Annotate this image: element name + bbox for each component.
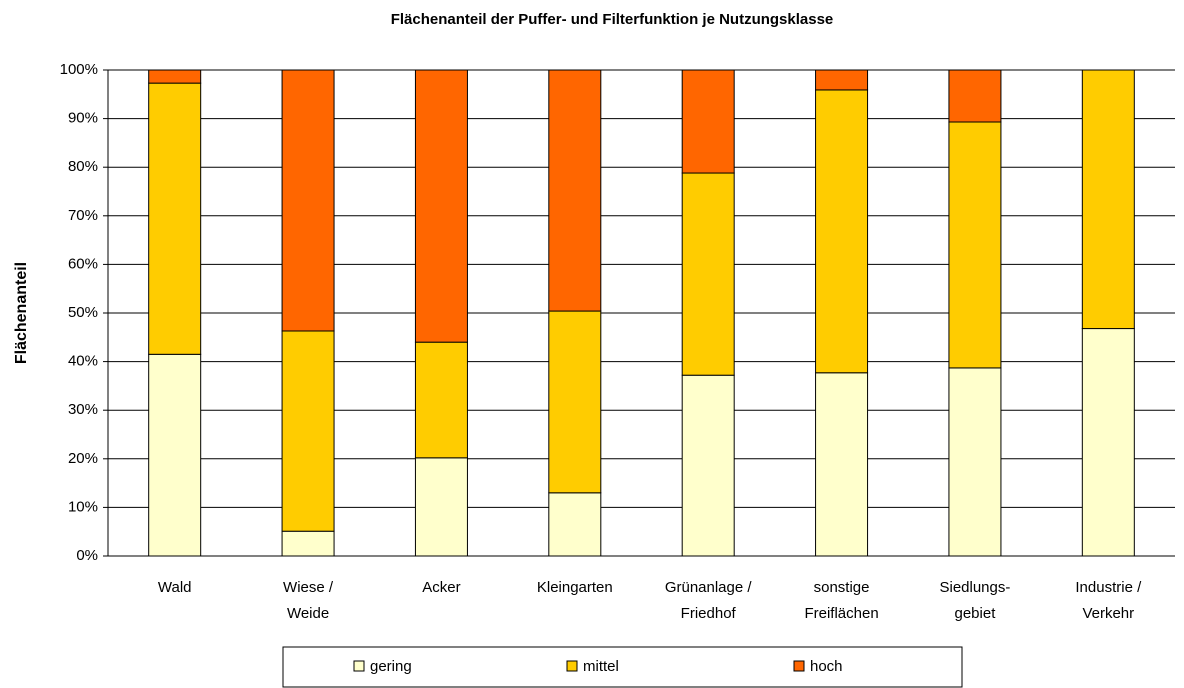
bar-segment (548, 69, 602, 312)
x-tick-label: Freiflächen (804, 605, 878, 622)
bar-segment (548, 310, 602, 494)
bar-segment (948, 121, 1002, 369)
legend-label: hoch (810, 658, 843, 675)
bar-segment (548, 492, 602, 557)
x-tick-label: Friedhof (681, 605, 737, 622)
x-tick-label: sonstige (814, 579, 870, 596)
bar-segment (281, 530, 335, 557)
x-tick-label: Wiese / (283, 579, 334, 596)
x-tick-label: Weide (287, 605, 329, 622)
y-tick-label: 40% (68, 353, 98, 370)
bar-segment (681, 374, 735, 557)
y-tick-label: 20% (68, 450, 98, 467)
legend-swatch (793, 660, 805, 672)
x-tick-label: Grünanlage / (665, 579, 753, 596)
bar-segment (1081, 69, 1135, 330)
legend-swatch (353, 660, 365, 672)
bar-segment (414, 341, 468, 459)
y-axis-label: Flächenanteil (13, 262, 30, 364)
y-tick-label: 0% (76, 547, 98, 564)
legend-box (282, 646, 963, 688)
bar-segment (815, 69, 869, 91)
bar-segment (414, 457, 468, 557)
bar-segment (815, 372, 869, 557)
bar-segment (281, 330, 335, 532)
x-tick-label: Wald (158, 579, 192, 596)
bar-segment (1081, 328, 1135, 557)
bar-segment (148, 82, 202, 355)
legend-swatch (566, 660, 578, 672)
y-tick-label: 60% (68, 255, 98, 272)
bar-segment (148, 353, 202, 557)
chart-title: Flächenanteil der Puffer- und Filterfunk… (391, 11, 834, 28)
x-tick-label: Verkehr (1082, 605, 1134, 622)
y-tick-label: 70% (68, 207, 98, 224)
legend-label: gering (370, 658, 412, 675)
x-tick-label: gebiet (955, 605, 997, 622)
y-tick-label: 30% (68, 401, 98, 418)
x-tick-label: Kleingarten (537, 579, 613, 596)
x-tick-label: Siedlungs- (939, 579, 1010, 596)
y-tick-label: 50% (68, 304, 98, 321)
y-tick-label: 80% (68, 158, 98, 175)
y-tick-label: 100% (60, 61, 98, 78)
bar-segment (948, 367, 1002, 557)
x-tick-label: Industrie / (1075, 579, 1142, 596)
y-tick-label: 10% (68, 498, 98, 515)
bar-segment (281, 69, 335, 332)
y-tick-label: 90% (68, 110, 98, 127)
bar-segment (681, 172, 735, 376)
bar-segment (148, 69, 202, 84)
x-tick-label: Acker (422, 579, 460, 596)
bar-segment (414, 69, 468, 343)
bar-segment (681, 69, 735, 174)
legend-label: mittel (583, 658, 619, 675)
bar-segment (815, 89, 869, 374)
bar-segment (948, 69, 1002, 123)
